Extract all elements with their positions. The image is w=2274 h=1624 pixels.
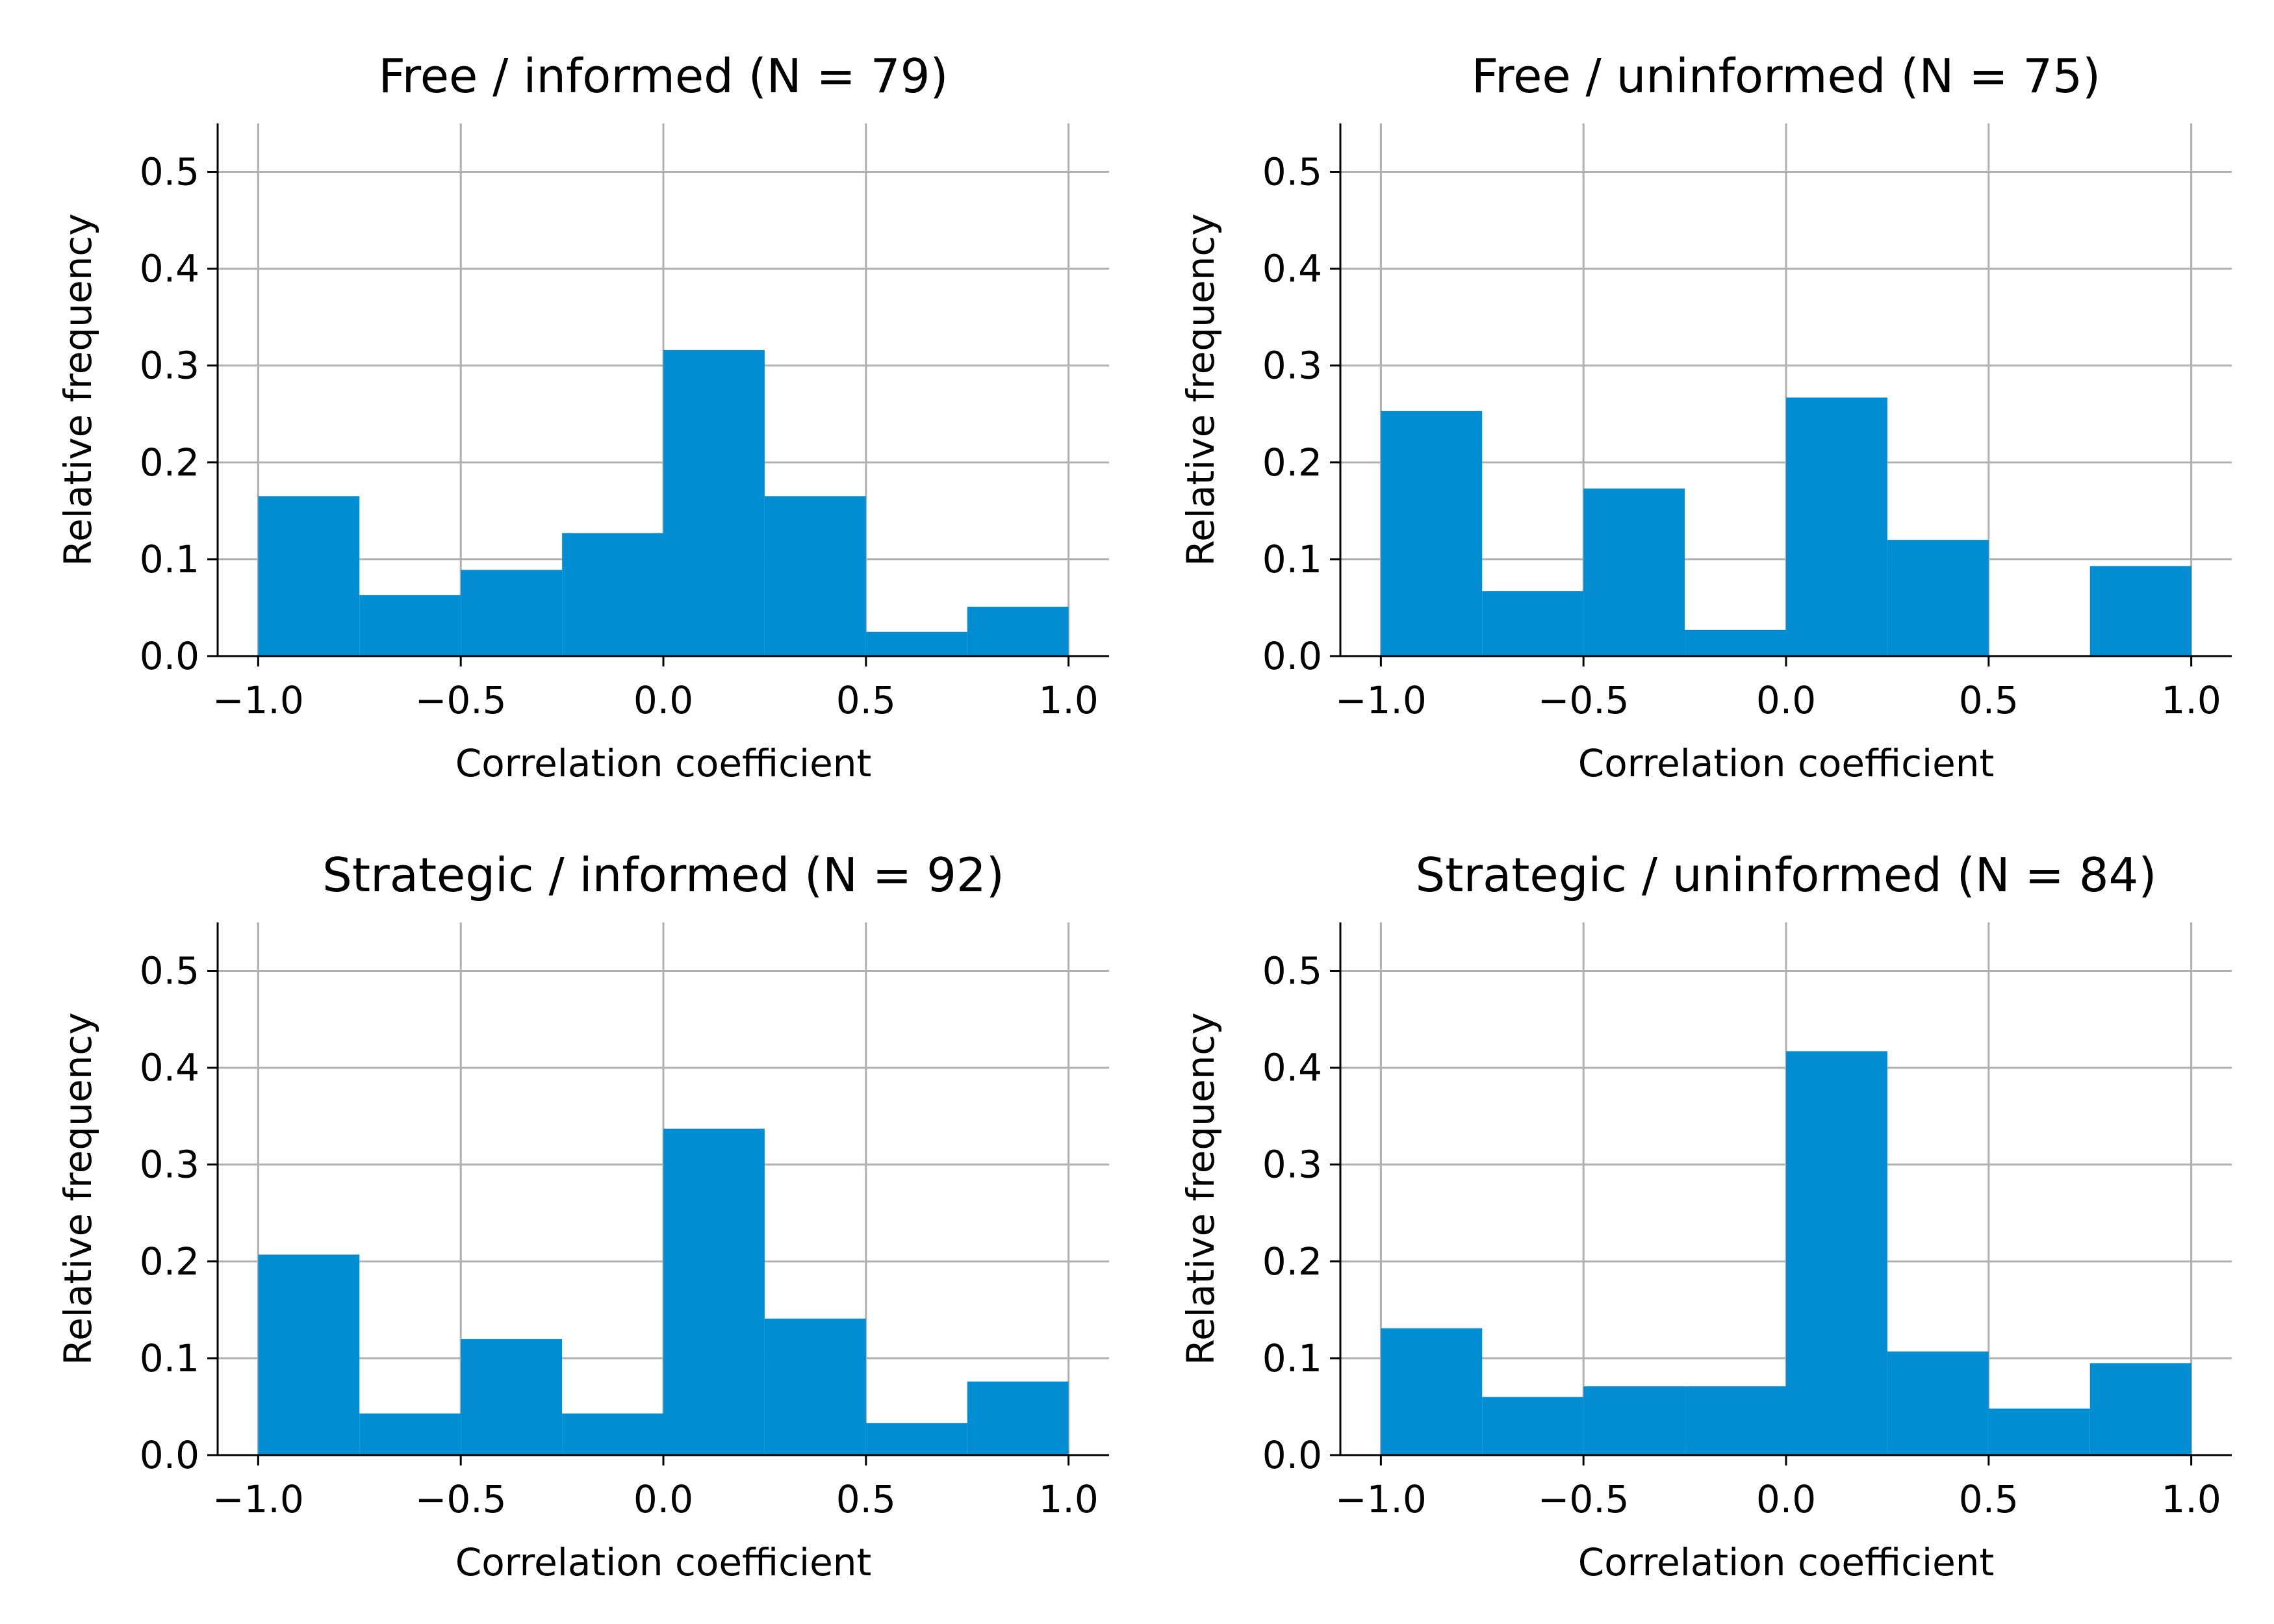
x-tick-label: 0.5: [836, 678, 896, 722]
y-tick-label: 0.4: [1262, 247, 1322, 291]
subplot-title: Free / informed (N = 79): [379, 49, 949, 103]
y-tick-label: 0.1: [140, 537, 199, 581]
histogram-bar: [1988, 1408, 2090, 1455]
y-tick-label: 0.2: [140, 440, 199, 485]
histogram-bar: [967, 606, 1069, 656]
histogram-bar: [1887, 540, 1989, 656]
histogram-bar: [461, 1339, 563, 1455]
y-tick-label: 0.2: [140, 1239, 199, 1284]
y-tick-label: 0.4: [1262, 1046, 1322, 1090]
y-tick-label: 0.0: [140, 634, 199, 678]
histogram-bar: [967, 1381, 1069, 1455]
y-tick-label: 0.5: [140, 150, 199, 194]
x-tick-label: −1.0: [1335, 678, 1427, 722]
y-tick-label: 0.3: [140, 344, 199, 388]
histogram-bar: [663, 349, 765, 656]
histogram-bars: [258, 1128, 1069, 1455]
histogram-bar: [1887, 1351, 1989, 1455]
histogram-bar: [258, 496, 360, 656]
y-tick-label: 0.3: [1262, 344, 1322, 388]
y-axis-label: Relative frequency: [56, 1012, 100, 1365]
y-tick-label: 0.1: [140, 1336, 199, 1380]
y-tick-label: 0.0: [1262, 634, 1322, 678]
histogram-bar: [1381, 411, 1483, 656]
subplot-3: −1.0 −0.5 0.0 0.5 1.0 0.0 0.1 0.2 0.3 0.4 0.5 Corre…: [56, 848, 1109, 1584]
histogram-bar: [865, 1423, 967, 1455]
histogram-bar: [258, 1254, 360, 1455]
x-tick-label: 0.0: [633, 1477, 693, 1521]
y-axis-label: Relative frequency: [56, 213, 100, 566]
histogram-bars: [258, 349, 1069, 656]
histogram-bar: [359, 1413, 461, 1455]
histogram-bar: [764, 1318, 866, 1455]
y-tick-label: 0.1: [1262, 537, 1322, 581]
x-tick-label: −0.5: [415, 678, 507, 722]
histogram-bar: [1583, 488, 1685, 656]
histogram-bar: [461, 570, 563, 656]
y-tick-label: 0.1: [1262, 1336, 1322, 1380]
x-tick-label: 0.5: [1959, 1477, 2019, 1521]
x-tick-label: −1.0: [212, 1477, 304, 1521]
x-tick-label: 1.0: [1039, 678, 1099, 722]
x-axis-label: Correlation coefficient: [1578, 1540, 1995, 1584]
x-tick-label: 0.0: [1756, 1477, 1816, 1521]
histogram-bar: [2089, 1363, 2191, 1455]
histogram-bar: [2089, 566, 2191, 656]
subplot-2: −1.0 −0.5 0.0 0.5 1.0 0.0 0.1 0.2 0.3 0.4 0.5 Corre…: [1179, 49, 2232, 785]
y-tick-label: 0.5: [140, 949, 199, 993]
histogram-bar: [663, 1128, 765, 1455]
y-tick-label: 0.2: [1262, 1239, 1322, 1284]
subplot-title: Strategic / uninformed (N = 84): [1416, 848, 2157, 902]
x-tick-label: 0.0: [633, 678, 693, 722]
x-tick-label: −0.5: [415, 1477, 507, 1521]
histogram-bar: [1381, 1328, 1483, 1455]
x-tick-label: 1.0: [1039, 1477, 1099, 1521]
y-tick-label: 0.3: [140, 1143, 199, 1187]
histogram-bar: [562, 533, 663, 656]
histogram-bar: [764, 496, 866, 656]
y-tick-label: 0.4: [140, 247, 199, 291]
subplot-4: −1.0 −0.5 0.0 0.5 1.0 0.0 0.1 0.2 0.3 0.4 0.5 Corre…: [1179, 848, 2232, 1584]
x-tick-label: −1.0: [212, 678, 304, 722]
x-axis-label: Correlation coefficient: [1578, 741, 1995, 785]
y-tick-label: 0.3: [1262, 1143, 1322, 1187]
y-axis-label: Relative frequency: [1179, 1012, 1223, 1365]
histogram-bars: [1381, 397, 2191, 656]
y-tick-label: 0.4: [140, 1046, 199, 1090]
y-tick-label: 0.5: [1262, 150, 1322, 194]
y-tick-label: 0.0: [140, 1433, 199, 1477]
x-tick-label: −0.5: [1538, 1477, 1629, 1521]
x-tick-label: 1.0: [2162, 1477, 2221, 1521]
histogram-bar: [1786, 397, 1887, 656]
y-tick-label: 0.5: [1262, 949, 1322, 993]
histogram-bar: [1482, 1397, 1584, 1455]
x-tick-label: 0.5: [836, 1477, 896, 1521]
histogram-bar: [1583, 1386, 1685, 1455]
subplot-title: Free / uninformed (N = 75): [1472, 49, 2101, 103]
histogram-bars: [1381, 1051, 2191, 1455]
y-axis-label: Relative frequency: [1179, 213, 1223, 566]
x-tick-label: −0.5: [1538, 678, 1629, 722]
histogram-bar: [865, 631, 967, 656]
y-tick-label: 0.0: [1262, 1433, 1322, 1477]
histogram-bar: [1786, 1051, 1887, 1455]
histogram-bar: [1482, 591, 1584, 656]
x-axis-label: Correlation coefficient: [455, 1540, 872, 1584]
histogram-bar: [562, 1413, 663, 1455]
y-tick-label: 0.2: [1262, 440, 1322, 485]
x-tick-label: 0.0: [1756, 678, 1816, 722]
histogram-bar: [359, 595, 461, 656]
histogram-bar: [1685, 629, 1786, 656]
histogram-bar: [1685, 1386, 1786, 1455]
subplot-1: −1.0 −0.5 0.0 0.5 1.0 0.0 0.1 0.2 0.3 0.4 0.5 Corre…: [56, 49, 1109, 785]
x-tick-label: 0.5: [1959, 678, 2019, 722]
x-axis-label: Correlation coefficient: [455, 741, 872, 785]
x-tick-label: 1.0: [2162, 678, 2221, 722]
subplot-title: Strategic / informed (N = 92): [322, 848, 1004, 902]
x-tick-label: −1.0: [1335, 1477, 1427, 1521]
